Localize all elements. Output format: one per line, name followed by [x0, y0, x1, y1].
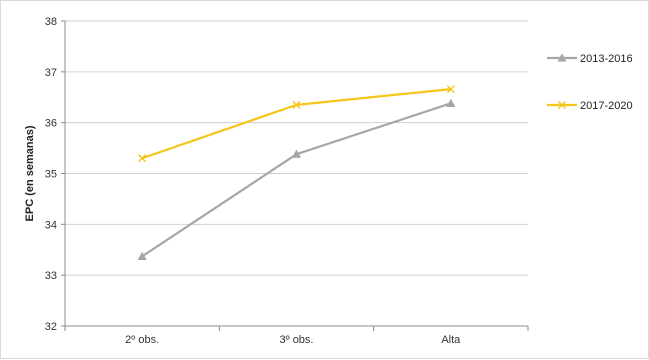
data-point: [291, 149, 302, 158]
legend-marker: [557, 53, 567, 62]
y-tick-label: 33: [45, 270, 57, 282]
series-line-2017-2020: [141, 88, 451, 160]
x-marker-stroke: [292, 100, 301, 109]
data-point: [446, 98, 456, 107]
x-marker-stroke: [558, 101, 566, 109]
x-tick-label: 3º obs.: [280, 334, 314, 346]
y-tick-label: 36: [45, 118, 57, 130]
legend-label: 2013-2016: [580, 53, 633, 65]
series-line-2013-2016: [141, 102, 452, 258]
data-point: [138, 154, 147, 163]
legend-marker: [558, 101, 566, 109]
y-tick-label: 38: [45, 16, 57, 28]
x-marker-stroke: [138, 154, 147, 163]
data-point: [446, 85, 455, 94]
y-tick-label: 35: [45, 169, 57, 181]
y-tick-label: 32: [45, 321, 57, 333]
x-tick-label: 2º obs.: [125, 334, 159, 346]
x-marker-stroke: [446, 85, 455, 94]
data-point: [292, 100, 301, 109]
y-tick-label: 37: [45, 67, 57, 79]
y-axis-title: EPC (en semanas): [24, 125, 36, 221]
y-tick-label: 34: [45, 219, 57, 231]
data-point: [137, 251, 147, 260]
legend-label: 2017-2020: [580, 100, 633, 112]
x-tick-label: Alta: [441, 334, 461, 346]
